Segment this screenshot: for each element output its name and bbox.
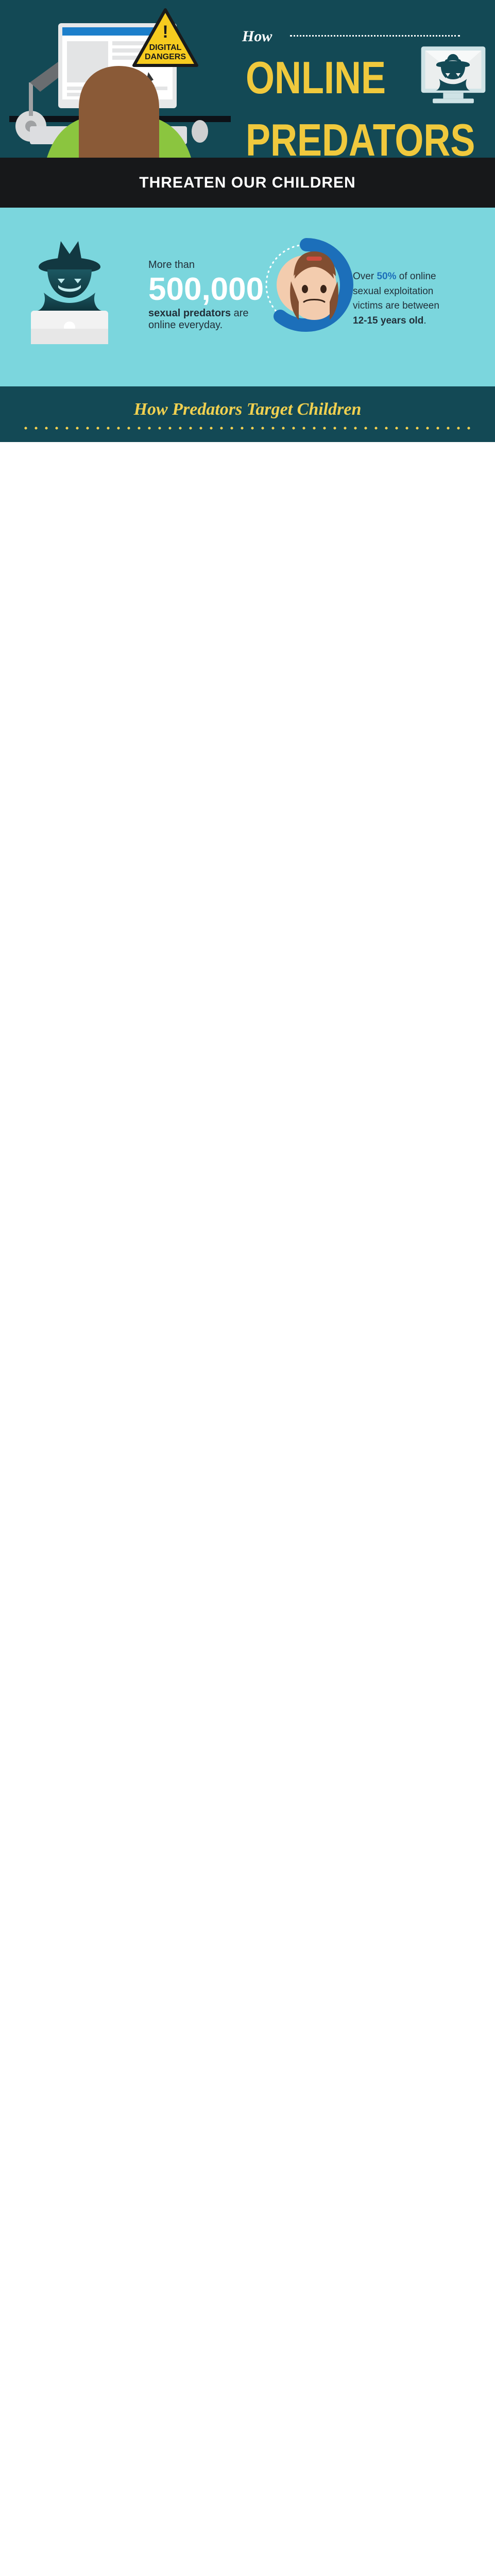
svg-text:DANGERS: DANGERS [145, 53, 186, 61]
svg-text:DIGITAL: DIGITAL [149, 43, 182, 52]
svg-text:!: ! [162, 22, 168, 42]
